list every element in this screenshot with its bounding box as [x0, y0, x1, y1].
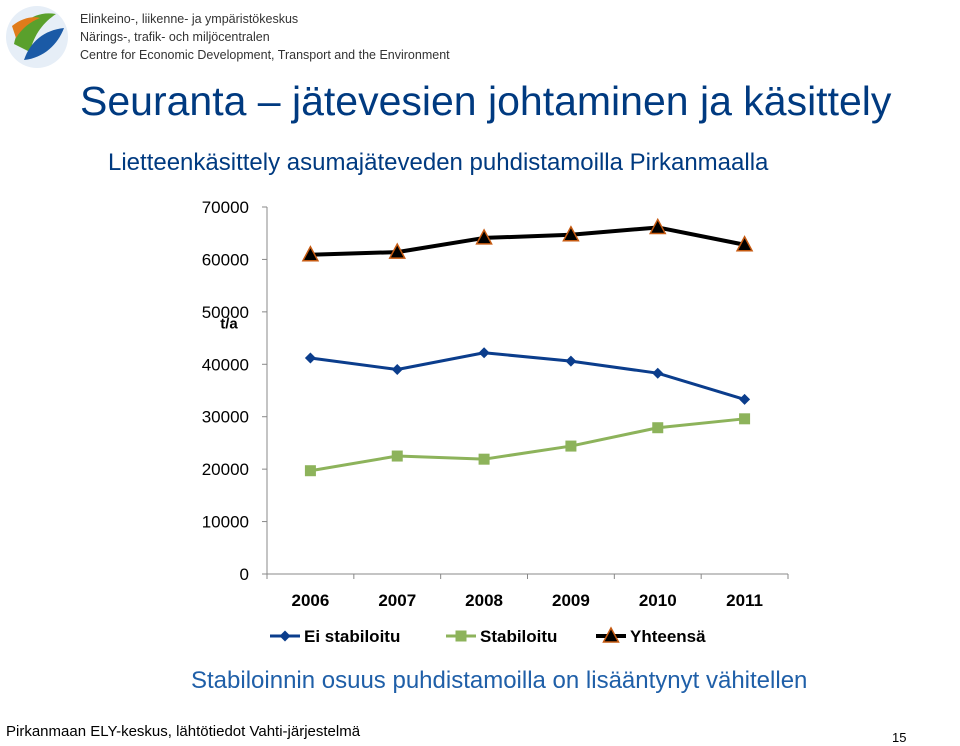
legend-swatch-marker — [602, 626, 620, 643]
y-tick-label: 40000 — [202, 355, 249, 374]
data-point — [301, 245, 320, 262]
data-point — [391, 450, 403, 462]
org-name-en: Centre for Economic Development, Transpo… — [80, 48, 450, 62]
data-point — [391, 364, 403, 376]
y-tick-label: 60000 — [202, 250, 249, 269]
legend-swatch-marker — [279, 630, 291, 642]
ely-logo — [6, 6, 68, 68]
x-tick-label: 2011 — [726, 591, 763, 610]
data-point — [652, 367, 664, 379]
legend-swatch-marker — [455, 630, 467, 642]
data-point — [739, 413, 751, 425]
org-name-sv: Närings-, trafik- och miljöcentralen — [80, 30, 270, 44]
y-tick-label: 20000 — [202, 460, 249, 479]
legend-label: Stabiloitu — [480, 627, 557, 646]
y-tick-label: 0 — [240, 565, 249, 584]
legend-label: Yhteensä — [630, 627, 706, 646]
data-point — [565, 355, 577, 367]
conclusion-text: Stabiloinnin osuus puhdistamoilla on lis… — [191, 667, 808, 694]
y-tick-label: 30000 — [202, 408, 249, 427]
footer-source: Pirkanmaan ELY-keskus, lähtötiedot Vahti… — [6, 723, 361, 740]
page-number: 15 — [892, 730, 907, 745]
chart-title: Lietteenkäsittely asumajäteveden puhdist… — [108, 149, 769, 176]
x-tick-label: 2008 — [465, 591, 503, 610]
y-tick-label: 70000 — [202, 198, 249, 217]
series-line — [310, 225, 745, 257]
x-tick-label: 2009 — [552, 591, 590, 610]
data-point — [388, 242, 407, 259]
data-point — [735, 235, 754, 252]
legend-label: Ei stabiloitu — [304, 627, 400, 646]
series-line — [310, 417, 745, 473]
data-point — [478, 347, 490, 359]
org-name-fi: Elinkeino-, liikenne- ja ympäristökeskus — [80, 12, 299, 26]
x-tick-label: 2010 — [639, 591, 677, 610]
y-tick-label: 50000 — [202, 303, 249, 322]
series-line — [310, 351, 746, 401]
data-point — [739, 393, 751, 405]
y-tick-label: 10000 — [202, 513, 249, 532]
slide-title: Seuranta – jätevesien johtaminen ja käsi… — [80, 78, 892, 124]
data-point — [304, 352, 316, 364]
data-point — [478, 453, 490, 465]
data-point — [565, 440, 577, 452]
data-point — [304, 465, 316, 477]
data-point — [648, 217, 667, 235]
y-axis-label: t/a — [220, 316, 238, 333]
data-point — [562, 225, 580, 242]
x-tick-label: 2006 — [292, 591, 330, 610]
x-tick-label: 2007 — [378, 591, 416, 610]
data-point — [652, 422, 664, 434]
data-point — [475, 228, 493, 245]
